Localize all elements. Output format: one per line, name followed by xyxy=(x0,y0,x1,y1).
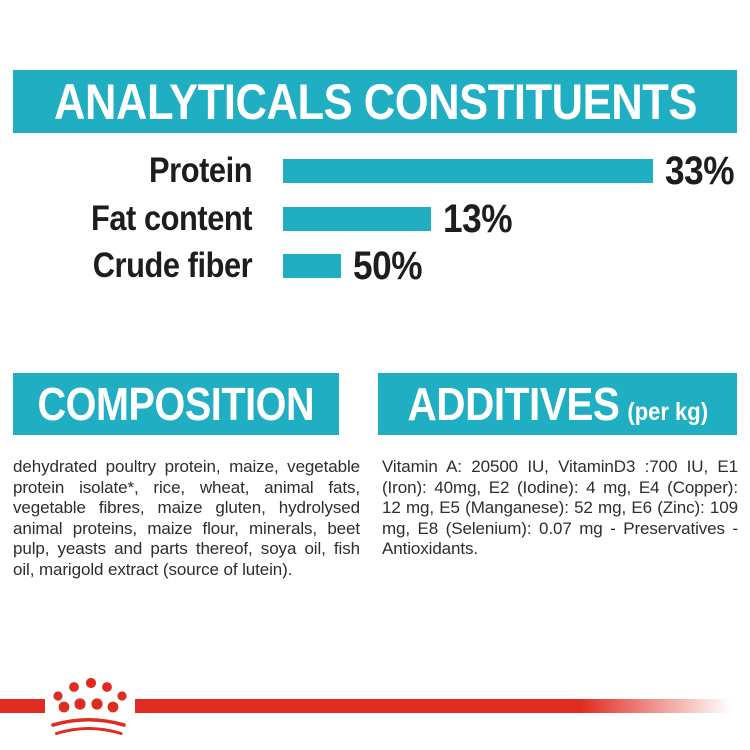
nutrient-value: 50% xyxy=(353,243,423,288)
nutrient-value: 33% xyxy=(665,148,735,193)
nutrient-label: Fat content xyxy=(90,199,253,238)
additives-body-text: Vitamin A: 20500 IU, VitaminD3 :700 IU, … xyxy=(382,457,738,558)
chart-row-protein: Protein 33% xyxy=(0,149,750,193)
analytical-constituents-banner: ANALYTICALS CONSTITUENTS xyxy=(13,70,737,133)
footer-red-band-right xyxy=(135,699,737,713)
nutrient-bar xyxy=(283,207,431,231)
footer-red-band-left xyxy=(0,699,45,713)
analytical-constituents-title: ANALYTICALS CONSTITUENTS xyxy=(53,73,697,130)
additives-per-kg-label: (per kg) xyxy=(627,398,708,426)
composition-banner: COMPOSITION xyxy=(13,373,339,435)
additives-banner: ADDITIVES (per kg) xyxy=(378,373,737,435)
nutrient-bar xyxy=(283,254,341,278)
nutrient-value: 13% xyxy=(443,196,513,241)
composition-body-text: dehydrated poultry protein, maize, veget… xyxy=(13,457,360,579)
royal-canin-crown-paw-logo xyxy=(51,677,127,735)
chart-row-fat-content: Fat content 13% xyxy=(0,197,750,241)
chart-row-crude-fiber: Crude fiber 50% xyxy=(0,244,750,288)
additives-heading: ADDITIVES xyxy=(407,378,620,430)
nutrient-label: Crude fiber xyxy=(92,246,253,285)
nutrient-label: Protein xyxy=(148,151,252,190)
nutrient-bar xyxy=(283,159,653,183)
composition-heading: COMPOSITION xyxy=(37,378,315,430)
